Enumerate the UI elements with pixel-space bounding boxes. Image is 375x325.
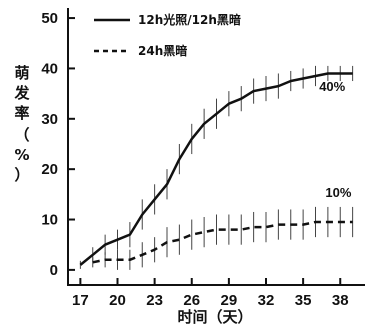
y-axis-title-char: 发 xyxy=(13,84,30,102)
legend: 12h光照/12h黑暗 24h黑暗 xyxy=(94,12,241,58)
x-tick-label: 29 xyxy=(221,292,238,309)
y-tick-label: 30 xyxy=(41,111,58,128)
y-axis-title-char: % xyxy=(14,146,29,164)
y-axis-title-char: ） xyxy=(14,166,29,184)
y-tick-label: 40 xyxy=(41,60,58,77)
x-tick-label: 38 xyxy=(332,292,349,309)
legend-label-dashed: 24h黑暗 xyxy=(138,43,187,58)
x-tick-label: 23 xyxy=(146,292,163,309)
series-line xyxy=(92,220,353,264)
axes: 0 10 20 30 40 50 17 20 23 26 29 32 35 38 xyxy=(41,8,365,309)
y-axis-title-char: 萌 xyxy=(14,64,29,82)
series-line xyxy=(79,72,353,266)
x-tick-label: 35 xyxy=(295,292,312,309)
y-tick-label: 20 xyxy=(41,161,58,178)
x-tick-label: 20 xyxy=(109,292,126,309)
x-tick-label: 32 xyxy=(258,292,275,309)
annotations: 40% 10% xyxy=(319,79,352,200)
x-tick-label: 17 xyxy=(72,292,89,309)
y-axis-title: 萌发率 （% ） xyxy=(13,64,30,184)
y-axis-title-char: 率 xyxy=(14,104,29,122)
legend-label-solid: 12h光照/12h黑暗 xyxy=(138,12,241,27)
series-1 xyxy=(79,65,354,269)
y-axis-title-char: （ xyxy=(14,126,29,144)
y-tick-label: 0 xyxy=(50,262,58,279)
series-2 xyxy=(92,206,354,270)
x-tick-label: 26 xyxy=(183,292,200,309)
annotation-label: 10% xyxy=(325,185,351,200)
y-tick-label: 10 xyxy=(41,212,58,229)
x-axis-title: 时间（天） xyxy=(177,308,252,325)
y-tick-label: 50 xyxy=(41,10,58,27)
annotation-label: 40% xyxy=(319,79,345,94)
series-layer xyxy=(79,65,354,270)
